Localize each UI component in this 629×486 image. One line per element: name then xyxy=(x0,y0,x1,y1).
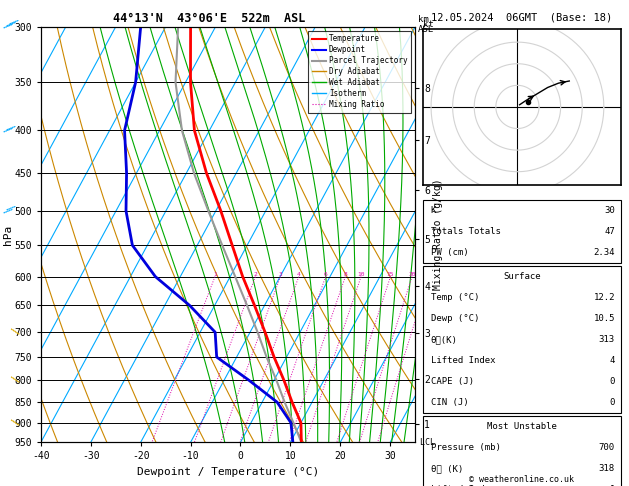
Text: LCL: LCL xyxy=(415,438,435,447)
Text: Dewp (°C): Dewp (°C) xyxy=(431,314,479,323)
Text: 4: 4 xyxy=(297,272,301,277)
Text: 1: 1 xyxy=(213,272,217,277)
Text: /: / xyxy=(1,21,12,33)
Text: CIN (J): CIN (J) xyxy=(431,398,468,407)
Text: 12.2: 12.2 xyxy=(593,293,615,302)
Text: km
ASL: km ASL xyxy=(418,15,435,34)
Text: \: \ xyxy=(10,417,21,429)
Legend: Temperature, Dewpoint, Parcel Trajectory, Dry Adiabat, Wet Adiabat, Isotherm, Mi: Temperature, Dewpoint, Parcel Trajectory… xyxy=(308,31,411,113)
Text: /: / xyxy=(1,205,12,216)
Text: 12.05.2024  06GMT  (Base: 18): 12.05.2024 06GMT (Base: 18) xyxy=(431,12,613,22)
Y-axis label: Mixing Ratio (g/kg): Mixing Ratio (g/kg) xyxy=(433,179,443,290)
Text: θᴇ(K): θᴇ(K) xyxy=(431,335,457,344)
Text: 3: 3 xyxy=(279,272,282,277)
Text: 30: 30 xyxy=(604,206,615,215)
Text: PW (cm): PW (cm) xyxy=(431,248,468,257)
Text: /: / xyxy=(4,122,15,134)
Text: Lifted Index: Lifted Index xyxy=(431,356,495,365)
Y-axis label: hPa: hPa xyxy=(3,225,13,244)
Text: Pressure (mb): Pressure (mb) xyxy=(431,443,501,452)
Text: 313: 313 xyxy=(599,335,615,344)
Text: 0: 0 xyxy=(610,398,615,407)
Text: 10: 10 xyxy=(357,272,365,277)
Text: Lifted Index: Lifted Index xyxy=(431,485,495,486)
Text: 44°13'N  43°06'E  522m  ASL: 44°13'N 43°06'E 522m ASL xyxy=(113,12,306,25)
Text: Surface: Surface xyxy=(503,272,540,281)
Text: /: / xyxy=(7,16,18,28)
Text: /: / xyxy=(4,18,15,30)
Text: 2: 2 xyxy=(253,272,257,277)
Text: 1: 1 xyxy=(610,485,615,486)
X-axis label: Dewpoint / Temperature (°C): Dewpoint / Temperature (°C) xyxy=(137,467,319,477)
Text: © weatheronline.co.uk: © weatheronline.co.uk xyxy=(469,474,574,484)
Text: \: \ xyxy=(10,326,21,338)
Text: 2.34: 2.34 xyxy=(593,248,615,257)
Text: kt: kt xyxy=(423,20,433,29)
Text: /: / xyxy=(1,125,12,136)
Text: CAPE (J): CAPE (J) xyxy=(431,377,474,386)
Text: 4: 4 xyxy=(610,356,615,365)
Text: 47: 47 xyxy=(604,227,615,236)
Text: 20: 20 xyxy=(408,272,416,277)
Text: Totals Totals: Totals Totals xyxy=(431,227,501,236)
Text: 8: 8 xyxy=(343,272,347,277)
Text: 318: 318 xyxy=(599,464,615,473)
Text: Most Unstable: Most Unstable xyxy=(487,422,557,431)
Text: 6: 6 xyxy=(324,272,328,277)
Text: 700: 700 xyxy=(599,443,615,452)
Text: 0: 0 xyxy=(610,377,615,386)
Text: K: K xyxy=(431,206,436,215)
Text: 15: 15 xyxy=(387,272,394,277)
Text: 10.5: 10.5 xyxy=(593,314,615,323)
Text: Temp (°C): Temp (°C) xyxy=(431,293,479,302)
Text: \: \ xyxy=(10,374,21,386)
Text: θᴇ (K): θᴇ (K) xyxy=(431,464,463,473)
Text: /: / xyxy=(4,203,15,214)
